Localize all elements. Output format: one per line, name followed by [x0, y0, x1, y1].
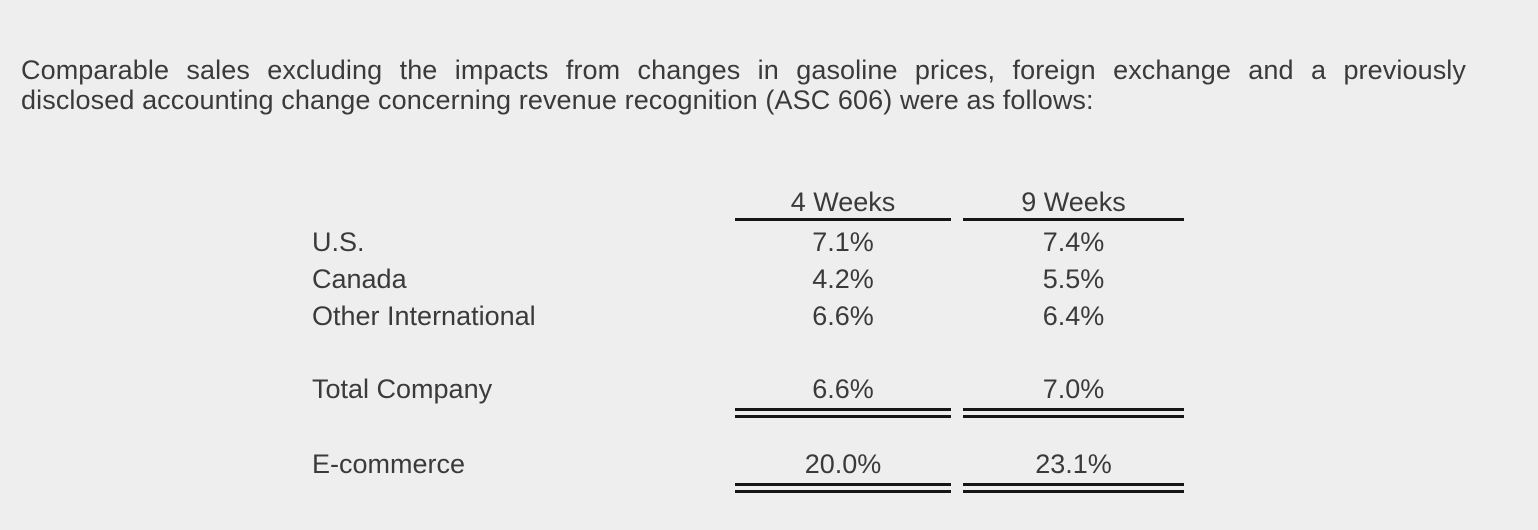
value-4-weeks: 6.6% — [812, 301, 874, 331]
intro-paragraph: Comparable sales excluding the impacts f… — [21, 55, 1466, 115]
value-4-weeks-cell: 6.6% — [735, 375, 951, 418]
row-label: Other International — [312, 301, 536, 331]
value-9-weeks: 6.4% — [1042, 301, 1105, 331]
value-9-weeks-cell: 7.0% — [963, 375, 1184, 418]
comparable-sales-table: 4 Weeks 9 Weeks U.S. 7.1% 7.4% Canada 4.… — [312, 188, 1192, 498]
table-header-row: 4 Weeks 9 Weeks — [312, 188, 1192, 221]
value-9-weeks: 23.1% — [1035, 449, 1112, 479]
row-label: E-commerce — [312, 449, 466, 479]
value-9-weeks: 7.0% — [1042, 374, 1105, 404]
row-label: U.S. — [312, 227, 365, 257]
table-row-other-international: Other International 6.6% 6.4% — [312, 302, 1192, 331]
intro-paragraph-line-2: disclosed accounting change concerning r… — [21, 84, 1094, 115]
intro-paragraph-line-1: Comparable sales excluding the impacts f… — [21, 55, 1466, 85]
table-row-total-company: Total Company 6.6% 7.0% — [312, 375, 1192, 418]
row-label: Canada — [312, 264, 407, 294]
double-rule — [735, 408, 951, 418]
double-rule — [963, 483, 1184, 493]
value-4-weeks: 4.2% — [812, 264, 874, 294]
value-9-weeks: 5.5% — [1042, 264, 1105, 294]
value-4-weeks: 20.0% — [804, 449, 882, 479]
double-rule — [963, 408, 1184, 418]
value-4-weeks: 6.6% — [812, 374, 874, 404]
column-header-9-weeks: 9 Weeks — [963, 188, 1184, 221]
table-row-e-commerce: E-commerce 20.0% 23.1% — [312, 450, 1192, 493]
value-9-weeks: 7.4% — [1042, 227, 1105, 257]
double-rule — [735, 483, 951, 493]
column-header-4-weeks: 4 Weeks — [735, 188, 951, 221]
table-row-canada: Canada 4.2% 5.5% — [312, 265, 1192, 294]
value-4-weeks-cell: 20.0% — [735, 450, 951, 493]
table-row-us: U.S. 7.1% 7.4% — [312, 228, 1192, 257]
value-4-weeks: 7.1% — [812, 227, 874, 257]
row-label: Total Company — [312, 374, 493, 404]
value-9-weeks-cell: 23.1% — [963, 450, 1184, 493]
